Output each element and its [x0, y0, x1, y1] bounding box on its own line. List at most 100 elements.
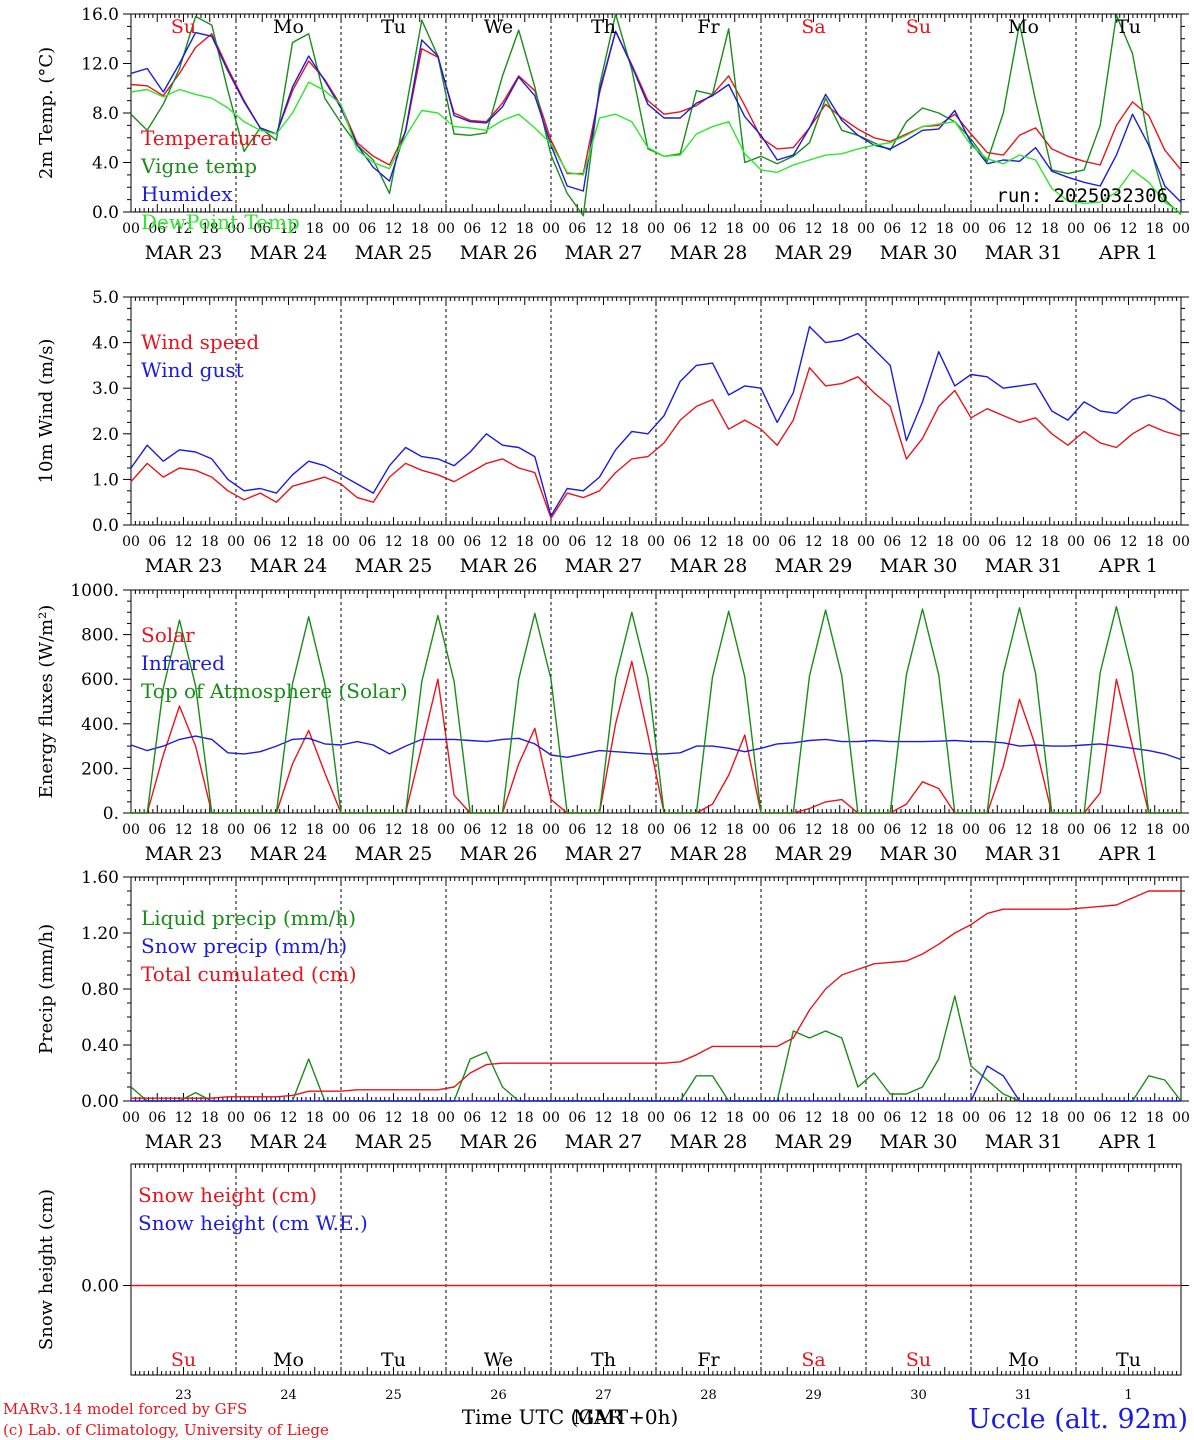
x-tick-label: 12	[280, 822, 298, 838]
date-label: MAR 28	[670, 555, 748, 577]
date-label: MAR 31	[985, 242, 1063, 264]
x-tick-label: 00	[122, 221, 140, 237]
x-tick-label: 18	[306, 822, 324, 838]
day-number: 30	[910, 1388, 927, 1403]
x-tick-label: 18	[411, 822, 429, 838]
x-tick-label: 12	[805, 1110, 823, 1126]
model-credit: MARv3.14 model forced by GFS	[3, 1400, 247, 1418]
y-tick-label: 0.0	[92, 203, 119, 223]
x-tick-label: 12	[805, 221, 823, 237]
x-tick-label: 00	[1172, 221, 1190, 237]
day-number: 26	[490, 1388, 507, 1403]
x-tick-label: 00	[542, 822, 560, 838]
x-tick-label: 18	[306, 534, 324, 550]
x-tick-label: 00	[542, 1110, 560, 1126]
date-label: MAR 27	[565, 843, 643, 865]
x-tick-label: 12	[385, 534, 403, 550]
x-tick-label: 06	[568, 1110, 586, 1126]
legend-entry: Wind gust	[141, 358, 244, 382]
x-tick-label: 00	[962, 221, 980, 237]
series-line-solar	[131, 660, 1181, 814]
x-tick-label: 18	[201, 1110, 219, 1126]
x-tick-label: 00	[332, 221, 350, 237]
x-tick-label: 12	[910, 534, 928, 550]
copyright-credit: (c) Lab. of Climatology, University of L…	[3, 1421, 329, 1439]
x-tick-label: 00	[1172, 822, 1190, 838]
x-tick-label: 18	[1041, 822, 1059, 838]
day-name-top: Tu	[1116, 16, 1141, 38]
x-tick-label: 18	[936, 822, 954, 838]
x-tick-label: 00	[332, 822, 350, 838]
y-axis-label: 2m Temp. (°C)	[36, 47, 57, 179]
day-number: 28	[700, 1388, 717, 1403]
x-tick-label: 06	[673, 221, 691, 237]
date-label: MAR 23	[145, 1131, 223, 1153]
x-tick-label: 18	[1146, 822, 1164, 838]
date-label: MAR 30	[880, 242, 958, 264]
legend-entry: Infrared	[141, 651, 225, 675]
date-label: MAR 29	[775, 555, 853, 577]
x-tick-label: 00	[647, 534, 665, 550]
day-name-top: Tu	[381, 16, 406, 38]
x-tick-label: 00	[962, 534, 980, 550]
legend-entry: Snow height (cm)	[138, 1183, 317, 1207]
date-label: MAR 31	[985, 1131, 1063, 1153]
day-name-top: We	[484, 16, 513, 38]
panel-5: 0.00 Snow height (cm) Snow height (cm) Snow…	[36, 1163, 1189, 1376]
series-line-top-of-atmosphere-solar-	[131, 606, 1181, 814]
x-tick-label: 18	[831, 822, 849, 838]
date-label: MAR 28	[670, 242, 748, 264]
x-tick-label: 00	[1172, 1110, 1190, 1126]
y-axis-label: Precip (mm/h)	[36, 924, 57, 1054]
x-tick-label: 06	[883, 534, 901, 550]
x-tick-label: 12	[805, 534, 823, 550]
x-tick-label: 12	[385, 1110, 403, 1126]
x-tick-label: 00	[962, 1110, 980, 1126]
series-line-total-cumulated-cm-	[131, 890, 1181, 1099]
y-tick-label: 0.40	[81, 1036, 119, 1056]
x-tick-label: 12	[280, 534, 298, 550]
x-tick-label: 18	[936, 534, 954, 550]
date-label: MAR 30	[880, 843, 958, 865]
x-axis-label: Time UTC (GMT+0h)	[462, 1405, 679, 1429]
day-number: 23	[175, 1388, 192, 1403]
date-label: MAR 29	[775, 242, 853, 264]
x-axis-label-overlay: MAR	[573, 1405, 624, 1429]
date-label: MAR 31	[985, 555, 1063, 577]
x-tick-label: 12	[490, 534, 508, 550]
x-tick-label: 12	[175, 534, 193, 550]
x-tick-label: 06	[883, 1110, 901, 1126]
series-line-dewpoint-temp	[130, 81, 1182, 214]
x-tick-label: 12	[595, 221, 613, 237]
day-name-top: Mo	[273, 16, 304, 38]
x-tick-label: 12	[1120, 221, 1138, 237]
x-tick-label: 12	[1015, 221, 1033, 237]
x-tick-label: 18	[831, 534, 849, 550]
x-tick-label: 06	[883, 221, 901, 237]
x-tick-label: 06	[988, 1110, 1006, 1126]
day-name-bottom: We	[484, 1349, 513, 1371]
x-tick-label: 18	[831, 1110, 849, 1126]
series-line-snow-precip-mm-h-	[131, 1065, 1181, 1102]
legend-entry: Temperature	[141, 126, 272, 150]
x-tick-label: 12	[595, 534, 613, 550]
date-label: MAR 24	[250, 1131, 328, 1153]
x-tick-label: 12	[385, 221, 403, 237]
x-tick-label: 18	[726, 1110, 744, 1126]
legend-entry: Humidex	[141, 182, 233, 206]
date-label: MAR 23	[145, 555, 223, 577]
day-name-bottom: Su	[906, 1349, 931, 1371]
x-tick-label: 18	[621, 1110, 639, 1126]
x-tick-label: 06	[568, 221, 586, 237]
x-tick-label: 18	[516, 822, 534, 838]
legend-entry: Vigne temp	[140, 154, 257, 178]
y-tick-label: 200.	[81, 759, 119, 779]
x-tick-label: 18	[726, 221, 744, 237]
x-tick-label: 00	[227, 534, 245, 550]
x-tick-label: 06	[1093, 822, 1111, 838]
day-number: 1	[1124, 1388, 1132, 1403]
x-tick-label: 06	[463, 822, 481, 838]
date-label: APR 1	[1098, 242, 1158, 264]
x-tick-label: 18	[1146, 221, 1164, 237]
date-label: MAR 30	[880, 555, 958, 577]
